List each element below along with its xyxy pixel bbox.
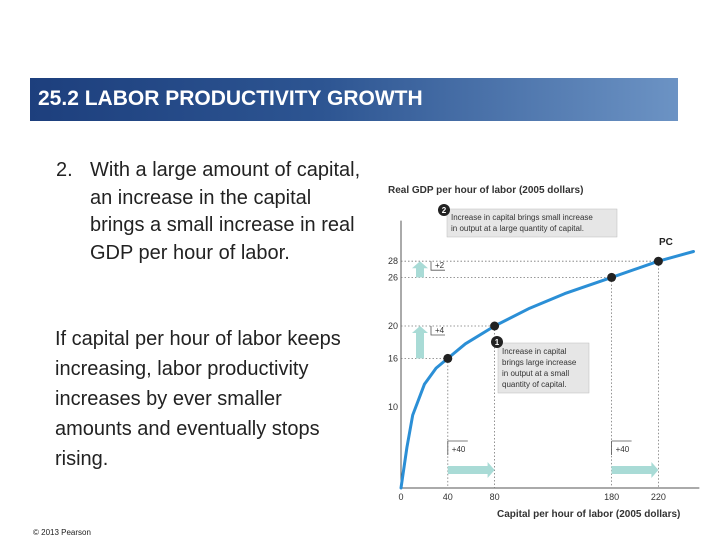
annotation-1-text: in output at a small [502,369,569,378]
point-number: 2. [56,159,73,181]
numbered-point: 2. With a large amount of capital, an in… [56,157,366,267]
x-tick-label: 40 [443,492,453,502]
x-tick-label: 220 [651,492,666,502]
change-label-y: +4 [435,326,445,335]
y-tick-label: 28 [388,256,398,266]
page-title: 25.2 LABOR PRODUCTIVITY GROWTH [38,87,423,110]
annotation-1-text: quantity of capital. [502,380,566,389]
annotation-1-text: Increase in capital [502,347,567,356]
change-bracket [447,440,468,455]
y-tick-label: 26 [388,272,398,282]
annotation-1-text: brings large increase [502,358,577,367]
change-bracket [430,261,445,271]
curve-label: PC [659,237,673,248]
change-bracket [611,440,632,455]
data-point [490,321,500,331]
annotation-2-text: Increase in capital brings small increas… [451,213,593,222]
title-bar: 25.2 LABOR PRODUCTIVITY GROWTH [30,78,678,121]
point-text: With a large amount of capital, an incre… [90,159,361,264]
change-label-y: +2 [435,261,445,270]
x-axis-label: Capital per hour of labor (2005 dollars) [497,509,680,520]
y-tick-label: 10 [388,402,398,412]
annotation-1-box [497,342,590,394]
change-bracket [430,326,445,336]
annotation-1-number-marker [491,336,503,348]
change-arrow-up-small [412,261,428,278]
annotation-2-number: 2 [442,206,447,215]
change-label-x: +40 [616,445,630,454]
y-tick-label: 16 [388,353,398,363]
change-arrow-up-large [412,326,428,359]
summary-paragraph: If capital per hour of labor keeps incre… [55,328,341,470]
data-point [607,272,617,282]
x-tick-label: 180 [604,492,619,502]
change-arrow-right-small-capital [447,462,495,478]
data-point [653,256,663,266]
change-label-x: +40 [452,445,466,454]
y-axis-label: Real GDP per hour of labor (2005 dollars… [388,185,583,196]
y-tick-label: 20 [388,321,398,331]
annotation-2-text: in output at a large quantity of capital… [451,224,584,233]
annotation-1-number: 1 [495,338,500,347]
annotation-2-number-marker [438,204,450,216]
data-point [443,353,453,363]
x-tick-label: 0 [398,492,403,502]
copyright-notice: © 2013 Pearson [33,528,91,537]
x-tick-label: 80 [490,492,500,502]
change-arrow-right-large-capital [611,462,659,478]
annotation-2-box [446,208,618,238]
